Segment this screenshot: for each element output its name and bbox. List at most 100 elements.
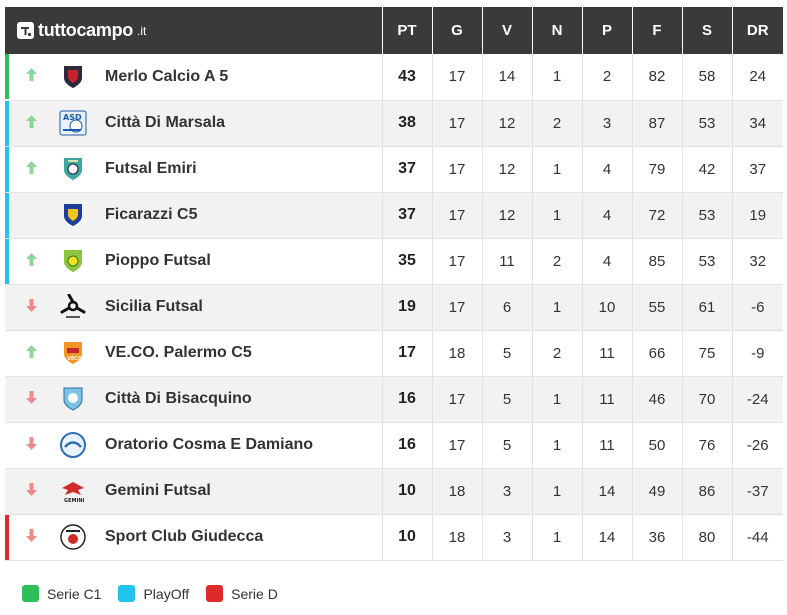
trend-up-icon — [25, 160, 38, 179]
table-row[interactable]: VECO VE.CO. Palermo C5 17 18 5 2 11 66 75 -9 — [5, 330, 783, 377]
legend-label: PlayOff — [143, 585, 190, 602]
trend-down-icon — [25, 390, 38, 409]
zone-indicator — [5, 146, 9, 192]
team-crest-icon — [59, 247, 87, 275]
cell-dr: 37 — [732, 146, 783, 193]
team-name[interactable]: Città Di Marsala — [105, 114, 226, 131]
trend-indicator — [9, 114, 53, 133]
team-cell: Oratorio Cosma E Damiano — [5, 422, 383, 469]
brand-cell: tuttocampo .it — [5, 7, 383, 54]
cell-p: 4 — [582, 192, 633, 239]
cell-f: 72 — [632, 192, 683, 239]
cell-pt: 43 — [382, 54, 433, 101]
team-name[interactable]: Oratorio Cosma E Damiano — [105, 436, 314, 453]
cell-g: 17 — [432, 284, 483, 331]
team-name[interactable]: Ficarazzi C5 — [105, 206, 198, 223]
team-name[interactable]: Sport Club Giudecca — [105, 528, 264, 545]
table-row[interactable]: GEMINI Gemini Futsal 10 18 3 1 14 49 86 -37 — [5, 468, 783, 515]
cell-g: 18 — [432, 330, 483, 377]
team-name[interactable]: VE.CO. Palermo C5 — [105, 344, 252, 361]
cell-n: 1 — [532, 376, 583, 423]
cell-p: 11 — [582, 376, 633, 423]
team-cell: Ficarazzi C5 — [5, 192, 383, 239]
team-crest-icon: VECO — [59, 339, 87, 367]
table-row[interactable]: Futsal Emiri 37 17 12 1 4 79 42 37 — [5, 146, 783, 193]
cell-s: 70 — [682, 376, 733, 423]
team-cell: Pioppo Futsal — [5, 238, 383, 285]
cell-p: 10 — [582, 284, 633, 331]
column-header-s[interactable]: S — [682, 7, 733, 54]
table-row[interactable]: Città Di Bisacquino 16 17 5 1 11 46 70 -24 — [5, 376, 783, 423]
cell-f: 79 — [632, 146, 683, 193]
team-name[interactable]: Sicilia Futsal — [105, 298, 203, 315]
legend: Serie C1 PlayOff Serie D — [22, 585, 278, 602]
cell-dr: 34 — [732, 100, 783, 147]
team-crest-icon — [59, 155, 87, 183]
team-crest-icon — [59, 385, 87, 413]
team-crest-icon — [59, 293, 87, 321]
zone-indicator — [5, 192, 9, 238]
team-name[interactable]: Gemini Futsal — [105, 482, 211, 499]
legend-item: Serie C1 — [22, 585, 101, 602]
column-header-n[interactable]: N — [532, 7, 583, 54]
table-row[interactable]: ASD Città Di Marsala 38 17 12 2 3 87 53 34 — [5, 100, 783, 147]
cell-f: 66 — [632, 330, 683, 377]
cell-pt: 10 — [382, 468, 433, 515]
trend-up-icon — [25, 344, 38, 363]
team-name[interactable]: Città Di Bisacquino — [105, 390, 252, 407]
cell-dr: 24 — [732, 54, 783, 101]
team-name[interactable]: Merlo Calcio A 5 — [105, 67, 229, 85]
team-name[interactable]: Pioppo Futsal — [105, 252, 211, 269]
zone-indicator — [5, 514, 9, 560]
table-row[interactable]: Pioppo Futsal 35 17 11 2 4 85 53 32 — [5, 238, 783, 285]
cell-n: 1 — [532, 284, 583, 331]
column-header-pt[interactable]: PT — [382, 7, 433, 54]
cell-p: 2 — [582, 54, 633, 101]
legend-swatch — [206, 585, 224, 602]
svg-text:GEMINI: GEMINI — [64, 498, 85, 504]
tuttocampo-logo[interactable]: tuttocampo .it — [17, 20, 146, 41]
trend-indicator — [9, 436, 53, 455]
cell-g: 17 — [432, 100, 483, 147]
team-cell: VECO VE.CO. Palermo C5 — [5, 330, 383, 377]
team-cell: GEMINI Gemini Futsal — [5, 468, 383, 515]
cell-pt: 16 — [382, 376, 433, 423]
cell-s: 53 — [682, 192, 733, 239]
svg-text:VECO: VECO — [67, 356, 82, 362]
cell-dr: 32 — [732, 238, 783, 285]
column-header-g[interactable]: G — [432, 7, 483, 54]
team-crest-icon — [59, 431, 87, 459]
table-row[interactable]: Oratorio Cosma E Damiano 16 17 5 1 11 50 76 -26 — [5, 422, 783, 469]
column-header-v[interactable]: V — [482, 7, 533, 54]
standings-widget: tuttocampo .it PT G V N P F S DR Merlo Ca… — [5, 7, 783, 561]
table-row[interactable]: Merlo Calcio A 5 43 17 14 1 2 82 58 24 — [5, 54, 783, 101]
team-name[interactable]: Futsal Emiri — [105, 160, 197, 177]
cell-p: 3 — [582, 100, 633, 147]
cell-dr: -24 — [732, 376, 783, 423]
trend-indicator — [9, 252, 53, 271]
table-row[interactable]: Sicilia Futsal 19 17 6 1 10 55 61 -6 — [5, 284, 783, 331]
legend-label: Serie D — [231, 585, 278, 602]
cell-dr: -9 — [732, 330, 783, 377]
cell-n: 1 — [532, 146, 583, 193]
trend-down-icon — [25, 436, 38, 455]
standings-table: tuttocampo .it PT G V N P F S DR Merlo Ca… — [5, 7, 783, 561]
trend-down-icon — [25, 298, 38, 317]
cell-g: 17 — [432, 192, 483, 239]
cell-s: 42 — [682, 146, 733, 193]
table-row[interactable]: Sport Club Giudecca 10 18 3 1 14 36 80 -44 — [5, 514, 783, 561]
cell-pt: 17 — [382, 330, 433, 377]
cell-pt: 10 — [382, 514, 433, 561]
trend-indicator — [9, 528, 53, 547]
column-header-f[interactable]: F — [632, 7, 683, 54]
brand-tld: .it — [137, 23, 147, 38]
cell-v: 11 — [482, 238, 533, 285]
cell-n: 1 — [532, 468, 583, 515]
table-row[interactable]: Ficarazzi C5 37 17 12 1 4 72 53 19 — [5, 192, 783, 239]
cell-v: 5 — [482, 376, 533, 423]
column-header-dr[interactable]: DR — [732, 7, 783, 54]
cell-n: 2 — [532, 330, 583, 377]
cell-v: 5 — [482, 422, 533, 469]
cell-dr: -6 — [732, 284, 783, 331]
column-header-p[interactable]: P — [582, 7, 633, 54]
